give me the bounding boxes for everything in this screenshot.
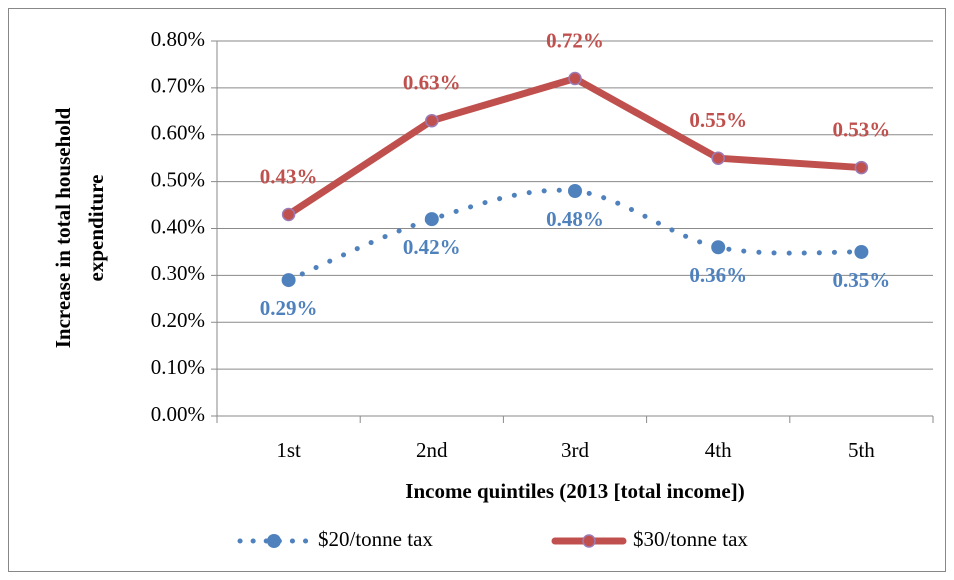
data-point — [425, 113, 439, 128]
data-point — [854, 244, 869, 259]
data-label: 0.55% — [689, 108, 747, 132]
y-tick-label: 0.20% — [151, 308, 205, 332]
y-axis-title: Increase in total household — [51, 107, 75, 348]
data-point — [568, 71, 582, 86]
y-tick-label: 0.80% — [151, 27, 205, 51]
y-axis-title: expenditure — [84, 175, 108, 282]
y-tick-label: 0.50% — [151, 167, 205, 191]
data-point — [281, 207, 296, 222]
legend-label: $30/tonne tax — [633, 527, 748, 551]
y-tick-label: 0.40% — [151, 214, 205, 238]
x-tick-label: 5th — [848, 438, 875, 462]
y-tick-label: 0.30% — [151, 261, 205, 285]
data-point — [711, 240, 726, 255]
x-axis-title: Income quintiles (2013 [total income]) — [405, 479, 744, 503]
data-point — [711, 151, 725, 165]
data-label: 0.48% — [546, 207, 604, 231]
data-label: 0.43% — [260, 164, 318, 188]
x-tick-label: 1st — [276, 438, 301, 462]
data-label: 0.35% — [833, 268, 891, 292]
chart-frame — [8, 8, 946, 572]
data-label: 0.36% — [689, 263, 747, 287]
data-label: 0.53% — [833, 117, 891, 141]
data-label: 0.72% — [546, 28, 604, 52]
x-tick-label: 4th — [705, 438, 732, 462]
data-point — [281, 273, 296, 288]
data-point — [568, 184, 582, 198]
data-point — [424, 212, 439, 227]
legend-marker — [267, 534, 281, 548]
legend-label: $20/tonne tax — [318, 527, 433, 551]
data-label: 0.42% — [403, 235, 461, 259]
data-point — [854, 160, 869, 175]
x-tick-label: 3rd — [561, 438, 589, 462]
y-tick-label: 0.00% — [151, 402, 205, 426]
x-tick-label: 2nd — [416, 438, 448, 462]
legend-marker — [582, 534, 596, 548]
y-tick-label: 0.70% — [151, 74, 205, 98]
data-label: 0.63% — [403, 71, 461, 95]
data-label: 0.29% — [260, 296, 318, 320]
y-tick-label: 0.10% — [151, 355, 205, 379]
y-tick-label: 0.60% — [151, 121, 205, 145]
